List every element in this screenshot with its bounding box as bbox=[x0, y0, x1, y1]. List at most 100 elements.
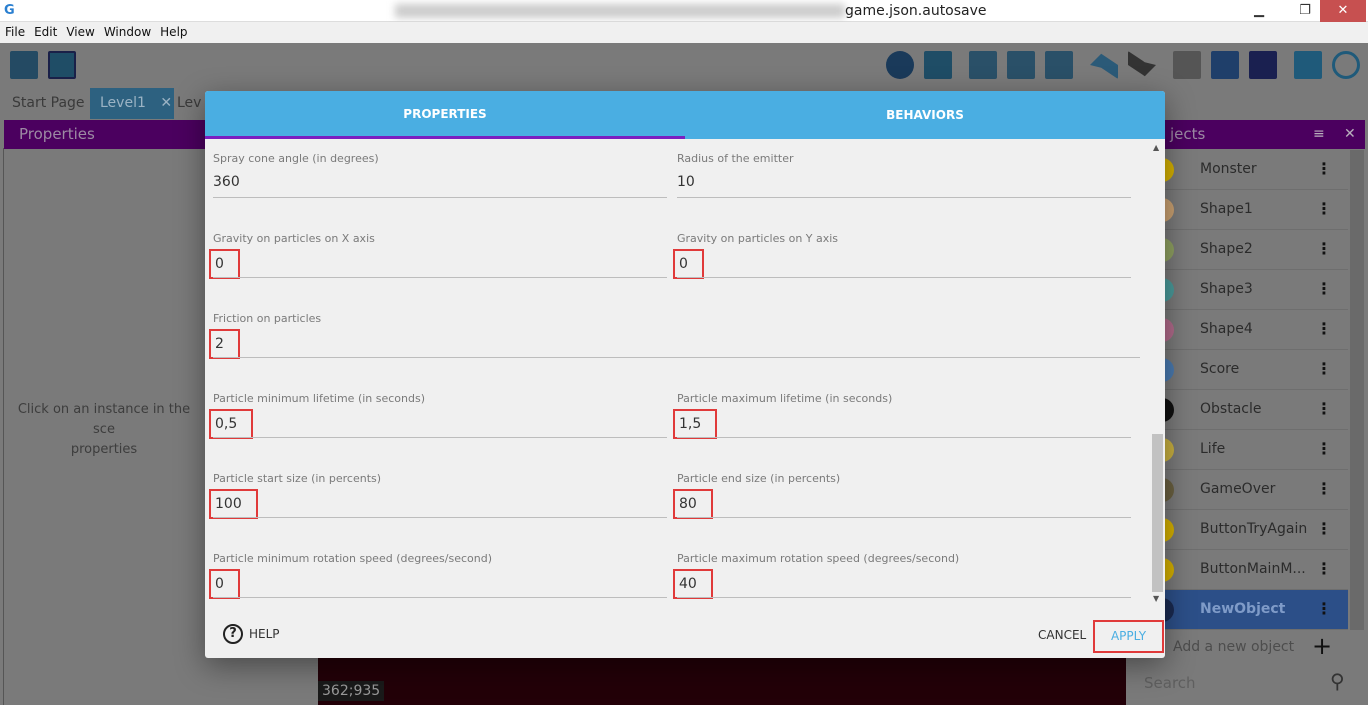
cancel-button[interactable]: CANCEL bbox=[1038, 628, 1087, 642]
scene-editor-icon[interactable] bbox=[48, 51, 76, 79]
more-options-icon[interactable]: ⋮ bbox=[1316, 519, 1332, 538]
field-input[interactable]: 2 bbox=[209, 329, 240, 359]
more-options-icon[interactable]: ⋮ bbox=[1316, 479, 1332, 498]
field-underline bbox=[677, 277, 1131, 278]
zoom-reset-icon[interactable] bbox=[1332, 51, 1360, 79]
more-options-icon[interactable]: ⋮ bbox=[1316, 359, 1332, 378]
tab-behaviors[interactable]: BEHAVIORS bbox=[886, 108, 964, 122]
tab-level1[interactable]: Level1 ✕ bbox=[90, 88, 174, 119]
field-input[interactable]: 1,5 bbox=[673, 409, 718, 439]
debugger-icon[interactable] bbox=[924, 51, 952, 79]
field-label: Friction on particles bbox=[213, 312, 322, 325]
object-name: Score bbox=[1200, 361, 1240, 377]
menu-bar: File Edit View Window Help bbox=[0, 22, 1368, 43]
field-input[interactable]: 0 bbox=[209, 569, 240, 599]
objects-scrollbar[interactable] bbox=[1350, 150, 1364, 630]
filter-icon[interactable]: ≡ bbox=[1313, 126, 1325, 142]
more-options-icon[interactable]: ⋮ bbox=[1316, 439, 1332, 458]
field-input[interactable]: 100 bbox=[209, 489, 258, 519]
tab-start-page[interactable]: Start Page bbox=[12, 95, 85, 111]
field-input[interactable]: 40 bbox=[673, 569, 713, 599]
property-field: Spray cone angle (in degrees) 360 bbox=[205, 139, 667, 219]
add-object-row[interactable]: Add a new object + bbox=[1130, 632, 1365, 662]
hide-instances-icon[interactable] bbox=[1173, 51, 1201, 79]
object-name: NewObject bbox=[1200, 601, 1286, 617]
property-field: Gravity on particles on X axis 0 bbox=[205, 219, 667, 299]
field-input[interactable]: 80 bbox=[673, 489, 713, 519]
object-list-item[interactable]: GameOver ⋮ bbox=[1130, 470, 1348, 510]
menu-edit[interactable]: Edit bbox=[34, 25, 58, 39]
field-input[interactable]: 0 bbox=[209, 249, 240, 279]
object-name: Life bbox=[1200, 441, 1226, 457]
menu-view[interactable]: View bbox=[66, 25, 95, 39]
add-object-label: Add a new object bbox=[1173, 639, 1295, 655]
field-input[interactable]: 360 bbox=[213, 174, 240, 190]
object-list-item[interactable]: Shape4 ⋮ bbox=[1130, 310, 1348, 350]
preview-play-icon[interactable] bbox=[886, 51, 914, 79]
object-list-item[interactable]: ButtonTryAgain ⋮ bbox=[1130, 510, 1348, 550]
tab-label: Level1 bbox=[100, 95, 146, 111]
scroll-thumb[interactable] bbox=[1152, 434, 1163, 592]
scroll-down-icon[interactable]: ▼ bbox=[1153, 594, 1160, 603]
object-name: Shape3 bbox=[1200, 281, 1253, 297]
layers-icon[interactable] bbox=[1249, 51, 1277, 79]
add-object-icon[interactable] bbox=[969, 51, 997, 79]
more-options-icon[interactable]: ⋮ bbox=[1316, 599, 1332, 618]
undo-icon[interactable] bbox=[1090, 53, 1118, 79]
tab-properties[interactable]: PROPERTIES bbox=[205, 91, 685, 139]
dialog-scrollbar[interactable]: ▲ ▼ bbox=[1150, 139, 1165, 604]
plus-icon[interactable]: + bbox=[1312, 632, 1333, 660]
help-button[interactable]: ? HELP bbox=[223, 624, 280, 644]
object-list-item[interactable]: NewObject ⋮ bbox=[1130, 590, 1348, 630]
field-input[interactable]: 0 bbox=[673, 249, 704, 279]
more-options-icon[interactable]: ⋮ bbox=[1316, 399, 1332, 418]
object-name: Shape2 bbox=[1200, 241, 1253, 257]
more-options-icon[interactable]: ⋮ bbox=[1316, 159, 1332, 178]
more-options-icon[interactable]: ⋮ bbox=[1316, 199, 1332, 218]
scene-canvas[interactable] bbox=[318, 655, 1126, 705]
project-manager-icon[interactable] bbox=[10, 51, 38, 79]
more-options-icon[interactable]: ⋮ bbox=[1316, 559, 1332, 578]
object-list-item[interactable]: Shape3 ⋮ bbox=[1130, 270, 1348, 310]
search-bar[interactable]: Search ⚲ bbox=[1130, 665, 1365, 701]
object-name: Shape1 bbox=[1200, 201, 1253, 217]
tab-close-icon[interactable]: ✕ bbox=[160, 95, 173, 111]
field-underline bbox=[677, 197, 1131, 198]
search-icon[interactable]: ⚲ bbox=[1330, 669, 1345, 693]
menu-file[interactable]: File bbox=[5, 25, 26, 39]
redacted-title-path bbox=[395, 4, 845, 18]
field-label: Particle minimum rotation speed (degrees… bbox=[213, 552, 492, 565]
edit-properties-icon[interactable] bbox=[1045, 51, 1073, 79]
minimize-button[interactable]: ▁ bbox=[1254, 3, 1264, 18]
field-underline bbox=[213, 517, 667, 518]
object-list-item[interactable]: ButtonMainM... ⋮ bbox=[1130, 550, 1348, 590]
close-button[interactable]: ✕ bbox=[1320, 0, 1366, 22]
app-logo-icon: G bbox=[4, 3, 15, 18]
menu-window[interactable]: Window bbox=[103, 25, 152, 39]
more-options-icon[interactable]: ⋮ bbox=[1316, 279, 1332, 298]
objects-groups-icon[interactable] bbox=[1007, 51, 1035, 79]
object-name: ButtonTryAgain bbox=[1200, 521, 1308, 537]
restore-button[interactable]: ❐ bbox=[1299, 3, 1311, 18]
apply-button[interactable]: APPLY bbox=[1093, 620, 1164, 653]
grid-icon[interactable] bbox=[1294, 51, 1322, 79]
object-list-item[interactable]: Score ⋮ bbox=[1130, 350, 1348, 390]
help-label: HELP bbox=[249, 627, 280, 641]
instances-list-icon[interactable] bbox=[1211, 51, 1239, 79]
field-input[interactable]: 10 bbox=[677, 174, 695, 190]
tab-level-other[interactable]: Lev bbox=[177, 95, 202, 111]
menu-help[interactable]: Help bbox=[160, 25, 188, 39]
field-input[interactable]: 0,5 bbox=[209, 409, 254, 439]
object-name: Monster bbox=[1200, 161, 1257, 177]
close-panel-icon[interactable]: ✕ bbox=[1344, 126, 1356, 142]
object-list-item[interactable]: Monster ⋮ bbox=[1130, 150, 1348, 190]
search-input[interactable]: Search bbox=[1144, 674, 1196, 692]
redo-icon[interactable] bbox=[1128, 51, 1156, 77]
cursor-coordinates: 362;935 bbox=[318, 681, 385, 701]
dialog-tabs: PROPERTIES BEHAVIORS bbox=[205, 91, 1165, 139]
scroll-up-icon[interactable]: ▲ bbox=[1153, 143, 1160, 152]
field-label: Radius of the emitter bbox=[677, 152, 794, 165]
more-options-icon[interactable]: ⋮ bbox=[1316, 239, 1332, 258]
more-options-icon[interactable]: ⋮ bbox=[1316, 319, 1332, 338]
property-field: Friction on particles 2 bbox=[205, 299, 1140, 379]
